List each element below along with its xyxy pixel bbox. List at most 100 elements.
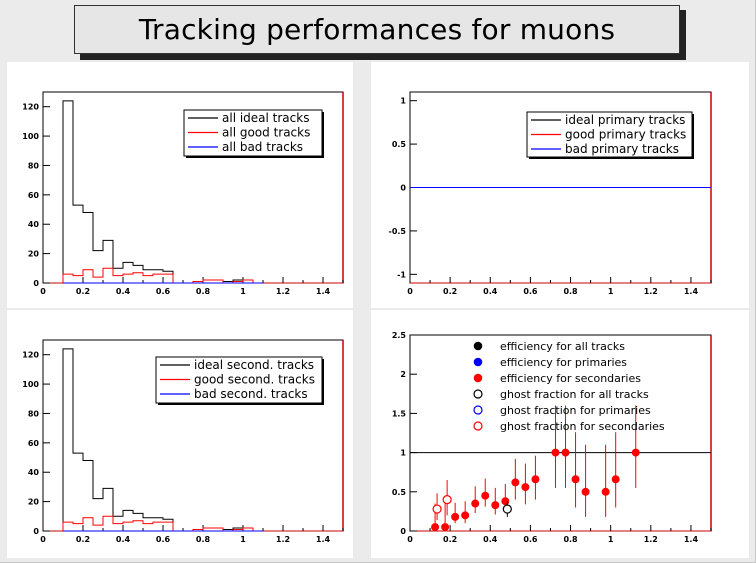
y-tick-label: 40 bbox=[28, 220, 40, 229]
page-title: Tracking performances for muons bbox=[138, 13, 616, 46]
data-point bbox=[441, 523, 450, 532]
x-tick-label: 1.2 bbox=[644, 287, 658, 296]
legend-marker-open bbox=[473, 421, 483, 431]
y-tick-label: 1 bbox=[400, 97, 406, 106]
x-tick-label: 0.6 bbox=[523, 287, 538, 296]
x-tick-label: 1 bbox=[240, 287, 246, 296]
data-point bbox=[431, 523, 440, 532]
y-tick-label: 80 bbox=[28, 161, 40, 170]
y-tick-label: 80 bbox=[28, 409, 40, 418]
data-point bbox=[561, 448, 570, 457]
x-tick-label: 1.4 bbox=[316, 535, 331, 544]
x-tick-label: 0.8 bbox=[563, 287, 578, 296]
x-tick-label: 0.4 bbox=[483, 287, 498, 296]
y-tick-label: 0 bbox=[400, 527, 406, 536]
y-tick-label: 2.5 bbox=[392, 331, 407, 340]
x-tick-label: 1 bbox=[608, 535, 614, 544]
y-tick-label: 60 bbox=[28, 191, 40, 200]
legend-entry: ghost fraction for secondaries bbox=[500, 420, 665, 433]
x-tick-label: 1.4 bbox=[316, 287, 331, 296]
x-tick-label: 0.4 bbox=[116, 287, 131, 296]
x-tick-label: 0.8 bbox=[563, 535, 578, 544]
y-tick-label: -0.5 bbox=[389, 227, 407, 236]
data-point bbox=[551, 448, 560, 457]
legend-marker bbox=[473, 341, 483, 351]
legend-entry: ideal second. tracks bbox=[194, 358, 314, 372]
y-tick-label: 2 bbox=[400, 370, 406, 379]
data-point bbox=[481, 491, 490, 500]
x-tick-label: 1.2 bbox=[644, 535, 658, 544]
data-point-open bbox=[442, 495, 452, 505]
data-point bbox=[511, 478, 520, 487]
y-tick-label: 0 bbox=[33, 279, 39, 288]
chart-bottom-right: 0 0.2 0.4 0.6 0.8 1 1.2 1.4 0 0.5 1 1.5 2 2.5 efficien… bbox=[392, 331, 712, 544]
data-point bbox=[611, 475, 620, 484]
legend-entry: good primary tracks bbox=[565, 128, 686, 142]
legend-entry: ghost fraction for all tracks bbox=[500, 388, 649, 401]
legend-entry: bad primary tracks bbox=[565, 142, 679, 156]
y-tick-label: 0.5 bbox=[392, 140, 407, 149]
pad-top-left bbox=[7, 62, 353, 308]
legend-entry: all good tracks bbox=[222, 126, 310, 140]
x-tick-label: 0 bbox=[40, 287, 46, 296]
data-point bbox=[571, 475, 580, 484]
x-tick-label: 0.2 bbox=[443, 535, 457, 544]
y-tick-label: 40 bbox=[28, 468, 40, 477]
x-tick-label: 1.4 bbox=[684, 535, 699, 544]
y-tick-label: 20 bbox=[28, 250, 40, 259]
y-tick-label: 60 bbox=[28, 439, 40, 448]
x-tick-label: 0.4 bbox=[116, 535, 131, 544]
y-tick-label: 0 bbox=[33, 527, 39, 536]
data-point bbox=[531, 475, 540, 484]
x-tick-label: 1 bbox=[608, 287, 614, 296]
legend-marker-open bbox=[473, 405, 483, 415]
x-tick-label: 0.2 bbox=[76, 287, 90, 296]
data-point bbox=[601, 487, 610, 496]
y-tick-label: 120 bbox=[22, 103, 39, 112]
x-tick-label: 0.8 bbox=[196, 287, 211, 296]
title-box: Tracking performances for muons bbox=[74, 5, 680, 54]
x-tick-label: 1.4 bbox=[684, 287, 699, 296]
x-tick-label: 0.2 bbox=[76, 535, 90, 544]
y-tick-label: 0.5 bbox=[392, 488, 407, 497]
x-tick-label: 0.4 bbox=[483, 535, 498, 544]
pad-top-right bbox=[371, 62, 749, 308]
data-point bbox=[461, 511, 470, 520]
x-tick-label: 1.2 bbox=[276, 535, 290, 544]
legend-entry: all bad tracks bbox=[222, 140, 303, 154]
data-point bbox=[581, 487, 590, 496]
x-tick-label: 1.2 bbox=[276, 287, 290, 296]
chart-bottom-left: 0 0.2 0.4 0.6 0.8 1 1.2 1.4 0 20 40 60 80 100 120 ideal… bbox=[22, 339, 344, 544]
chart-top-left: 0 0.2 0.4 0.6 0.8 1 1.2 1.4 0 20 40 60 80 100 120 all i… bbox=[22, 91, 344, 296]
data-point bbox=[521, 483, 530, 492]
x-tick-label: 0.6 bbox=[156, 535, 171, 544]
legend-marker-open bbox=[473, 389, 483, 399]
y-tick-label: 120 bbox=[22, 351, 39, 360]
y-tick-label: 0 bbox=[400, 184, 406, 193]
legend-entry: ideal primary tracks bbox=[565, 113, 685, 127]
data-point bbox=[631, 448, 640, 457]
data-point bbox=[451, 512, 460, 521]
legend-marker bbox=[473, 357, 483, 367]
legend-entry: bad second. tracks bbox=[194, 387, 308, 401]
data-point-open bbox=[502, 504, 512, 514]
pad-bottom-left bbox=[7, 310, 353, 558]
legend-entry: good second. tracks bbox=[194, 373, 315, 387]
y-tick-label: -1 bbox=[397, 270, 406, 279]
x-tick-label: 0.6 bbox=[156, 287, 171, 296]
y-tick-label: 20 bbox=[28, 498, 40, 507]
x-tick-label: 0.8 bbox=[196, 535, 211, 544]
data-point bbox=[471, 499, 480, 508]
pad-bottom-right bbox=[371, 310, 749, 558]
chart-top-right: 0 0.2 0.4 0.6 0.8 1 1.2 1.4 -1 -0.5 0 0.5 1 ideal pri… bbox=[389, 91, 712, 296]
legend-entry: ghost fraction for primaries bbox=[500, 404, 651, 417]
x-tick-label: 0 bbox=[407, 535, 413, 544]
x-tick-label: 0 bbox=[407, 287, 413, 296]
x-tick-label: 0.2 bbox=[443, 287, 457, 296]
legend-entry: efficiency for secondaries bbox=[500, 372, 641, 385]
x-tick-label: 0.6 bbox=[523, 535, 538, 544]
y-tick-label: 100 bbox=[22, 132, 39, 141]
y-tick-label: 1 bbox=[400, 449, 406, 458]
y-tick-label: 100 bbox=[22, 380, 39, 389]
